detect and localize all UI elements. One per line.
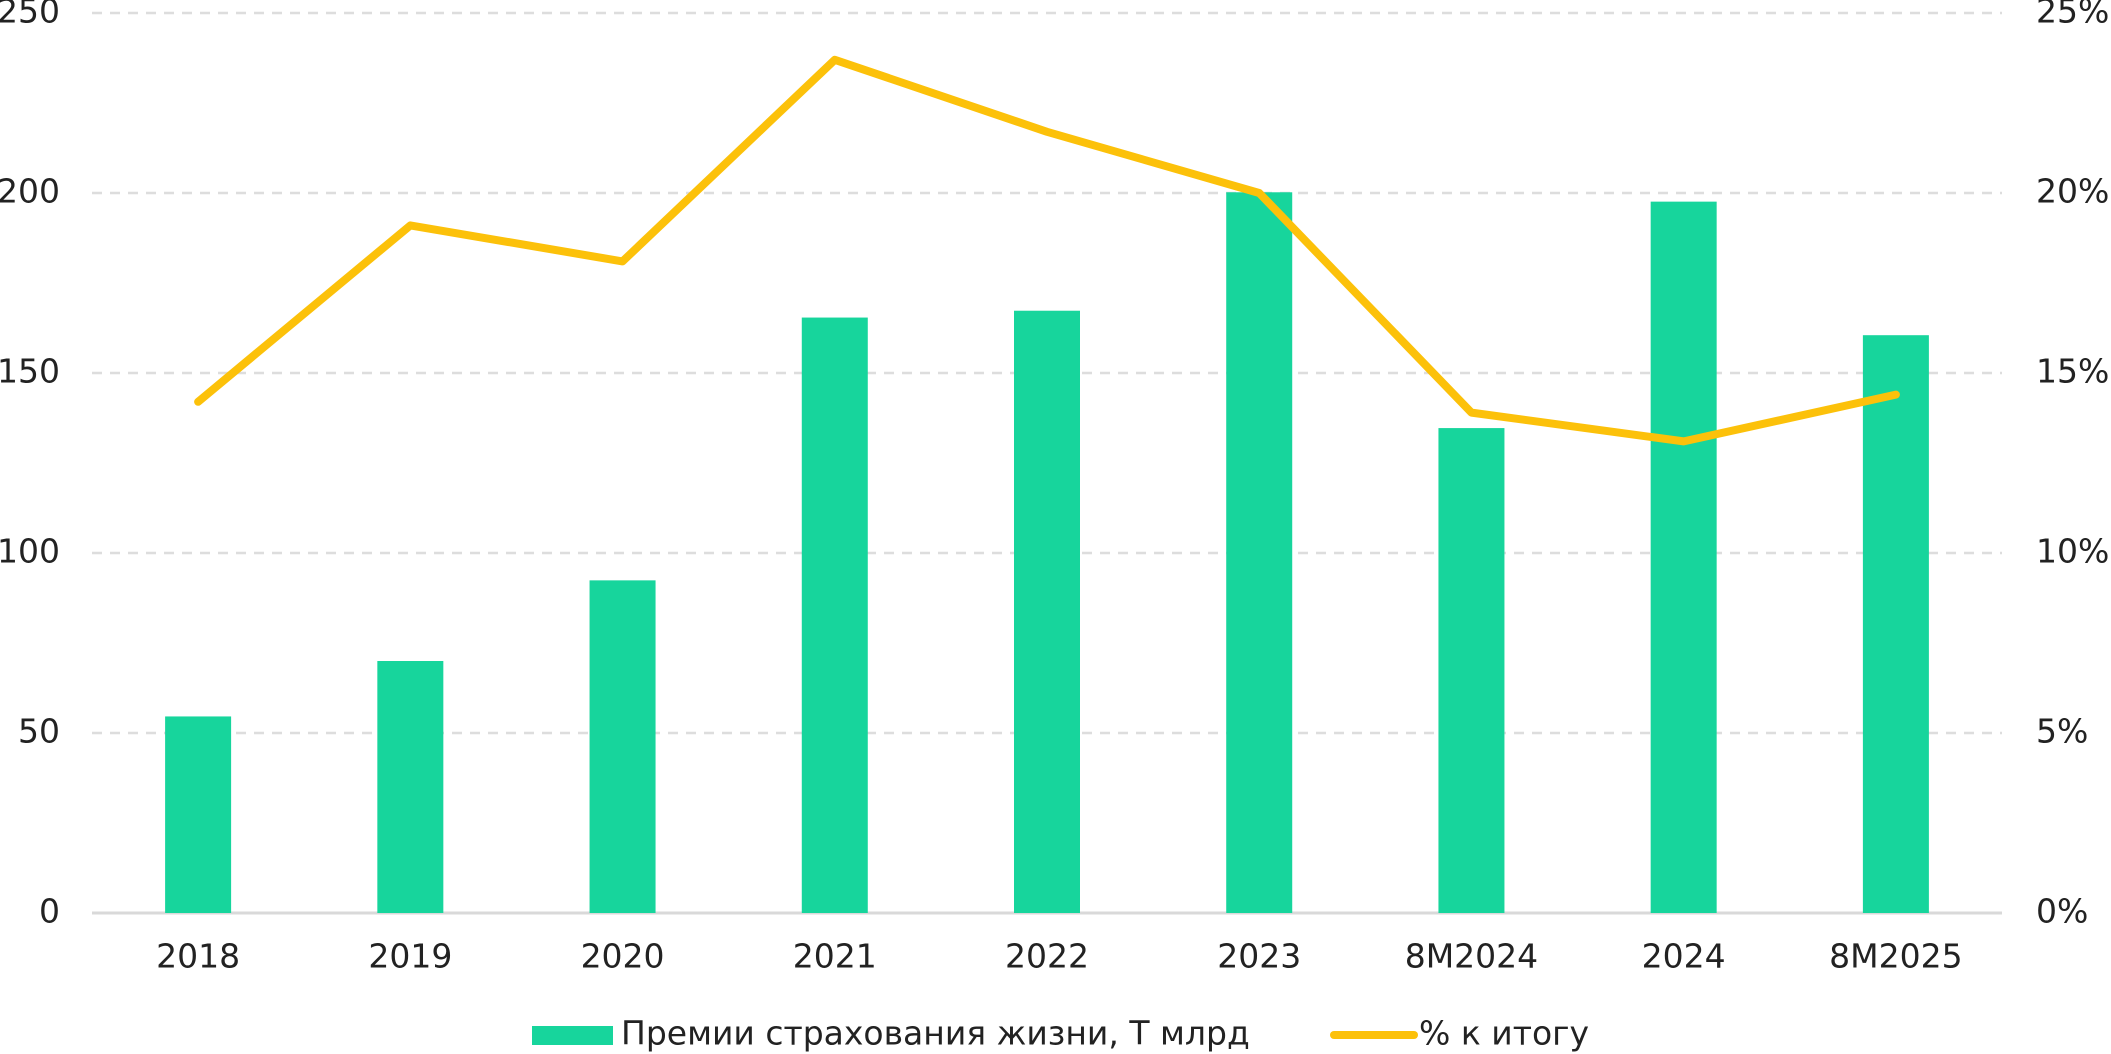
y2-tick-label: 0% <box>2036 892 2088 931</box>
bar <box>1014 310 1080 914</box>
bar <box>801 317 868 913</box>
y2-tick-label: 15% <box>2036 352 2109 391</box>
legend-label: % к итогу <box>1419 1014 1589 1053</box>
bar <box>589 580 656 913</box>
bar <box>165 716 232 913</box>
y2-tick-label: 25% <box>2036 0 2109 31</box>
x-tick-label: 2018 <box>156 937 240 976</box>
legend-label: Премии страхования жизни, Т млрд <box>621 1014 1250 1053</box>
x-tick-label: 2024 <box>1642 937 1726 976</box>
x-tick-label: 2023 <box>1217 937 1301 976</box>
y-tick-label: 50 <box>18 712 60 751</box>
y2-tick-label: 20% <box>2036 172 2109 211</box>
legend-swatch <box>532 1026 613 1045</box>
bar <box>1438 428 1505 913</box>
y-tick-label: 200 <box>0 172 60 211</box>
y-tick-label: 150 <box>0 352 60 391</box>
x-tick-label: 2021 <box>793 937 877 976</box>
bar <box>1650 201 1717 913</box>
y-tick-label: 250 <box>0 0 60 31</box>
x-tick-label: 2020 <box>581 937 665 976</box>
y-tick-label: 0 <box>39 892 60 931</box>
x-tick-label: 2019 <box>368 937 452 976</box>
x-tick-label: 8M2024 <box>1405 937 1538 976</box>
bar <box>1226 192 1293 913</box>
y-tick-label: 100 <box>0 532 60 571</box>
x-tick-label: 2022 <box>1005 937 1089 976</box>
y2-tick-label: 5% <box>2036 712 2088 751</box>
bar <box>377 661 444 913</box>
line <box>194 55 1900 446</box>
bar <box>1862 335 1929 913</box>
x-tick-label: 8M2025 <box>1829 937 1962 976</box>
y2-tick-label: 10% <box>2036 532 2109 571</box>
